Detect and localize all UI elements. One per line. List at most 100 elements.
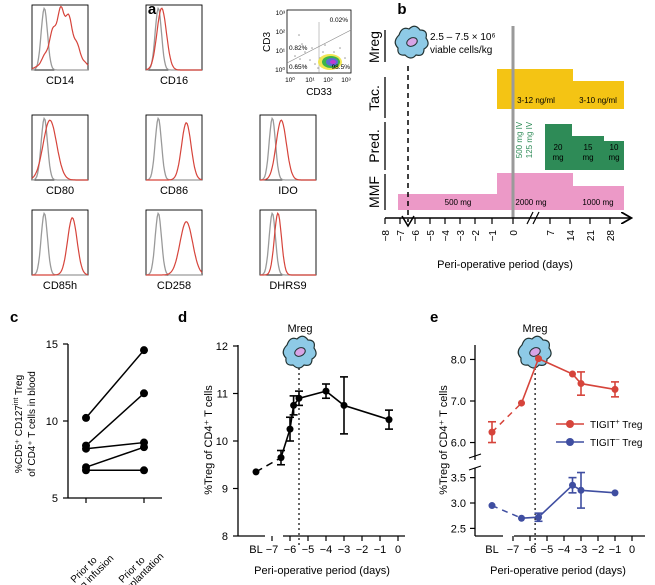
pred-dose-2b: mg xyxy=(582,153,593,162)
e-ytick-label-u-0: 6.0 xyxy=(451,438,466,450)
pred-dose-1b: mg xyxy=(552,153,563,162)
mreg-cell-icon xyxy=(394,25,429,59)
d-point-5 xyxy=(340,401,348,409)
d-xtick-label-8: 0 xyxy=(395,544,401,556)
e-point-0-2 xyxy=(569,370,576,378)
c-line-2 xyxy=(85,441,145,450)
panel-c-label: c xyxy=(10,309,18,326)
pred-iv-2: 125 mg IV xyxy=(525,121,534,158)
scatter-ylabel: CD3 xyxy=(262,32,273,52)
mmf-bar-2 xyxy=(497,173,573,210)
timeline-tick-label-8: 0 xyxy=(509,230,520,236)
d-baseline-link xyxy=(255,456,282,473)
e-ylabel: %Treg of CD4⁺ T cells xyxy=(438,385,450,495)
panel-a-label: a xyxy=(148,1,157,18)
pred-bar-1 xyxy=(545,124,572,170)
tac-dose-2: 3-10 ng/ml xyxy=(579,96,617,105)
c-ylabel-line2: of CD4⁺ T cells in blood xyxy=(27,371,38,477)
histogram-label-CD85h: CD85h xyxy=(43,280,77,292)
e-baseline-link-1 xyxy=(491,504,522,519)
e-point-0-4 xyxy=(611,385,619,393)
scatter-event-17 xyxy=(333,51,335,53)
c-point-3-1 xyxy=(140,443,148,452)
e-xtick-label-2: −6 xyxy=(524,544,537,556)
scatter-event-14 xyxy=(305,65,307,67)
e-ytick-label-l-1: 3.0 xyxy=(451,498,466,510)
timeline-tick-label-9: 7 xyxy=(546,230,557,236)
scatter-event-1 xyxy=(299,58,301,60)
histogram-isotype-CD86 xyxy=(145,116,202,181)
e-legend: TIGIT+ Treg TIGIT− Treg xyxy=(556,419,642,449)
scatter-ytick-1: 10¹ xyxy=(276,48,286,55)
c-ylabel-part1b: Treg xyxy=(14,375,25,398)
flow-histograms: CD14 CD16 CD80 CD86 IDO CD85h CD258 DHRS9 xyxy=(31,4,317,292)
e-xtick-label-5: −3 xyxy=(575,544,588,556)
panel-d-label: d xyxy=(178,309,187,326)
mmf-dose-3: 1000 mg xyxy=(582,198,613,207)
c-ylabel-int: int xyxy=(13,398,20,405)
timeline-tick-label-11: 21 xyxy=(586,230,597,242)
e-series-line-0 xyxy=(520,357,616,404)
d-xtick-label-3: −5 xyxy=(302,544,315,556)
e-marks: BL −7 −6 −5 −4 −3 −2 −1 0 6.0 7.0 8.0 2.5 3.0 3.5 xyxy=(451,354,635,556)
legend-marker-tigit-neg xyxy=(566,438,574,446)
pred-dose-3a: 10 xyxy=(610,143,619,152)
d-ylabel: %Treg of CD4⁺ T cells xyxy=(203,385,215,495)
histogram-stain-CD258 xyxy=(146,221,203,276)
histogram-stain-CD85h xyxy=(32,216,89,276)
d-point-0 xyxy=(277,454,285,462)
histogram-stain-CD14 xyxy=(31,5,89,70)
d-point-1 xyxy=(286,425,294,433)
pred-dose-3b: mg xyxy=(608,153,619,162)
axis-break-2 xyxy=(532,211,540,225)
e-axis-break-2 xyxy=(468,465,482,471)
scatter-event-15 xyxy=(298,34,300,36)
pred-bar-2 xyxy=(572,136,604,170)
histogram-label-DHRS9: DHRS9 xyxy=(269,280,306,292)
e-xtick-label-7: −1 xyxy=(609,544,622,556)
histogram-label-CD14: CD14 xyxy=(46,75,74,87)
c-ytick-label-1: 10 xyxy=(46,416,58,428)
scatter-event-0 xyxy=(294,55,296,57)
c-point-0-1 xyxy=(140,346,148,355)
tac-bar-early xyxy=(497,69,573,109)
c-line-0 xyxy=(85,349,145,419)
e-ytick-label-u-1: 7.0 xyxy=(451,396,466,408)
e-point-1-4 xyxy=(611,489,619,497)
timeline-ticks: −8 −7 −6 −5 −4 −3 −2 −1 0 7 14 21 28 xyxy=(381,218,617,241)
d-xlabel: Peri-operative period (days) xyxy=(254,565,390,577)
mreg-infusion-arrowhead xyxy=(401,215,415,228)
d-xtick-label-7: −1 xyxy=(374,544,387,556)
pred-dose-1a: 20 xyxy=(554,143,563,152)
e-baseline-link-0 xyxy=(491,402,523,433)
timeline-tick-label-12: 28 xyxy=(606,230,617,242)
scatter-xtick-1: 10¹ xyxy=(305,77,315,84)
timeline-tick-label-6: −2 xyxy=(471,230,482,242)
c-point-1-1 xyxy=(140,389,148,398)
histogram-label-CD86: CD86 xyxy=(160,185,188,197)
d-xtick-label-6: −2 xyxy=(356,544,369,556)
legend-label-tigit-pos: TIGIT+ Treg xyxy=(590,419,642,431)
legend-label-tigit-neg: TIGIT− Treg xyxy=(590,437,642,449)
timeline-tick-label-0: −8 xyxy=(381,230,392,242)
c-point-0-0 xyxy=(82,413,90,422)
legend-pos-rest: Treg xyxy=(620,420,643,431)
scatter-xlabel: CD33 xyxy=(306,87,332,98)
e-xlabel: Peri-operative period (days) xyxy=(490,565,626,577)
scatter-q2: 0.82% xyxy=(289,45,308,52)
scatter-event-16 xyxy=(324,44,326,46)
e-point-0-0 xyxy=(518,399,525,407)
e-point-1-0 xyxy=(518,514,525,522)
scatter-event-10 xyxy=(339,47,341,49)
scatter-density-core xyxy=(330,60,336,64)
mreg-dose-line2: viable cells/kg xyxy=(430,45,492,56)
d-xtick-label-1: −7 xyxy=(266,544,279,556)
scatter-ytick-3: 10³ xyxy=(276,10,286,17)
e-xtick-label-3: −5 xyxy=(541,544,554,556)
histogram-stain-CD86 xyxy=(146,121,203,181)
legend-neg-rest: Treg xyxy=(620,438,643,449)
e-point-0-1 xyxy=(535,355,542,363)
scatter-plot: 0.02% 0.82% 0.65% 98.5% 10³ 10² 10¹ 10⁰ … xyxy=(262,9,352,98)
histogram-isotype-IDO xyxy=(259,116,316,181)
d-point-2 xyxy=(290,401,298,409)
